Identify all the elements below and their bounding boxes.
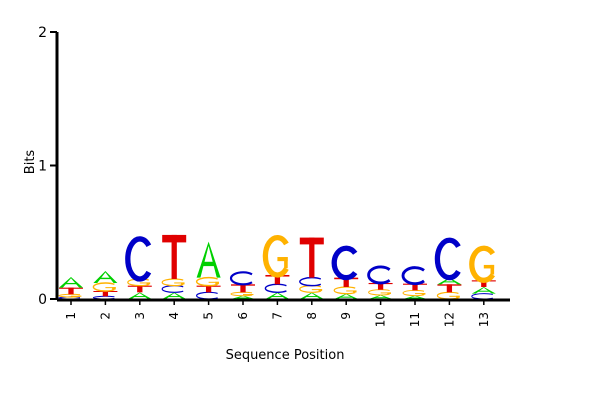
logo-letter-a-position-5-4 [196,241,221,278]
logo-letter-g-position-8-2 [299,285,323,293]
x-tick-label-12: 12 [442,312,456,327]
x-tick-label-8: 8 [305,312,319,320]
y-axis-label: Bits [23,150,38,175]
logo-letter-c-position-13-1 [471,293,493,300]
logo-letter-g-position-6-2 [230,291,254,297]
x-tick-label-2: 2 [98,312,112,320]
logo-letter-g-position-1-2 [58,293,82,298]
x-tick-label-4: 4 [167,312,181,320]
logo-letter-a-position-1-4 [59,276,83,288]
x-tick-label-13: 13 [477,312,491,327]
logo-letter-g-position-13-4 [469,245,496,283]
x-tick-label-3: 3 [133,312,147,320]
logo-letter-g-position-4-3 [161,278,185,287]
logo-letter-g-position-7-4 [262,235,289,278]
logo-letter-t-position-8-4 [299,237,324,278]
logo-letter-c-position-9-4 [331,245,358,281]
x-tick-label-10: 10 [374,312,388,327]
logo-letter-c-position-8-3 [299,276,322,287]
y-tick-label-2: 2 [38,25,47,41]
logo-letter-c-position-11-4 [401,266,425,286]
logo-letter-a-position-11-1 [403,295,427,299]
x-ticks: 1 2 3 4 5 6 7 8 9 10 11 12 13 [64,300,491,327]
x-axis-label: Sequence Position [226,348,345,363]
logo-letter-a-position-7-1 [265,292,290,299]
logo-letter-g-position-12-1 [436,291,460,300]
x-tick-label-7: 7 [270,312,284,320]
letters-layer [58,234,496,300]
logo-letter-g-position-2-3 [92,282,116,292]
logo-letter-c-position-12-4 [434,237,461,281]
logo-letter-t-position-5-2 [196,285,221,293]
logo-letter-a-position-6-1 [231,295,255,299]
y-ticks: 0 1 2 [38,25,57,308]
logo-letter-c-position-7-2 [264,283,287,294]
x-tick-label-11: 11 [408,312,422,327]
y-tick-label-0: 0 [38,292,47,308]
logo-letter-t-position-3-2 [127,285,152,293]
logo-letter-t-position-12-2 [437,284,462,293]
logo-letter-c-position-6-4 [229,271,253,286]
x-tick-label-5: 5 [202,312,216,320]
logo-letter-a-position-12-3 [437,277,462,285]
logo-letter-a-position-2-4 [93,270,118,283]
x-tick-label-9: 9 [339,312,353,320]
logo-letter-a-position-3-1 [127,292,152,299]
logo-letter-g-position-11-2 [402,289,426,297]
logo-letter-c-position-4-2 [161,285,184,293]
logo-letter-a-position-8-1 [299,292,324,299]
logo-letter-c-position-10-4 [367,265,391,285]
logo-letter-c-position-3-4 [125,236,152,282]
logo-letter-a-position-4-1 [162,292,187,299]
logo-letter-g-position-9-2 [333,286,357,295]
logo-letter-t-position-4-4 [162,234,187,279]
logo-letter-t-position-1-3 [59,287,83,295]
logo-letter-t-position-2-2 [93,290,118,297]
logo-letter-g-position-5-3 [195,276,219,287]
logo-letter-g-position-10-2 [368,289,391,296]
x-tick-label-6: 6 [236,312,250,320]
logo-letter-a-position-13-2 [471,286,496,294]
logo-letter-a-position-9-1 [334,293,359,299]
y-tick-label-1: 1 [38,159,47,175]
x-tick-label-1: 1 [64,312,78,320]
logo-letter-a-position-10-1 [368,294,393,299]
logo-letter-c-position-5-1 [196,291,218,300]
logo-letter-t-position-6-3 [231,284,255,293]
